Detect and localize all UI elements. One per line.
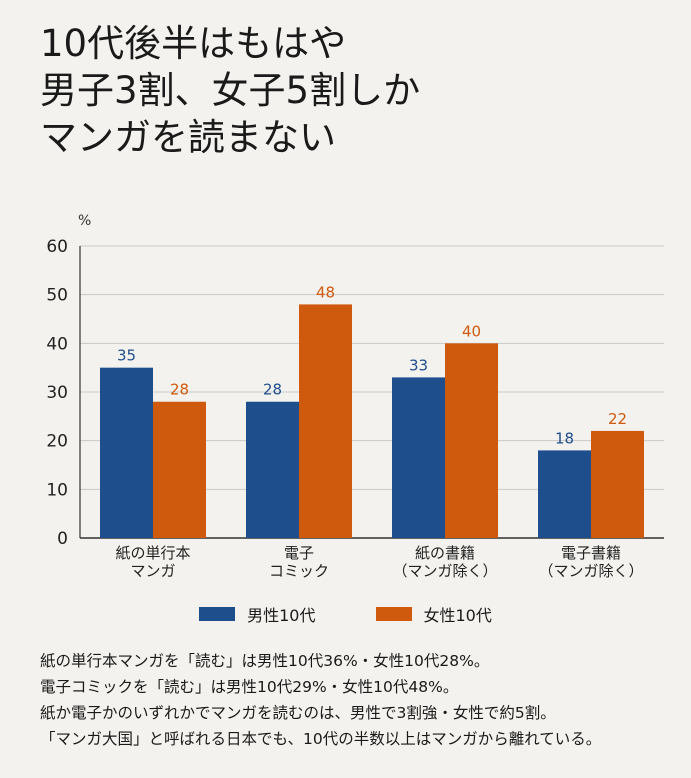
y-tick-label-20: 20 bbox=[46, 432, 68, 452]
data-label-male-2: 33 bbox=[409, 356, 428, 374]
x-tick-label-1-1: コミック bbox=[269, 562, 329, 580]
data-label-male-0: 35 bbox=[117, 347, 136, 365]
bar-male-0 bbox=[100, 367, 153, 538]
bar-male-2 bbox=[392, 377, 445, 538]
note-line-2: 電子コミックを「読む」は男性10代29%・女性10代48%。 bbox=[40, 678, 459, 696]
legend-item-female: 女性10代 bbox=[375, 602, 492, 626]
x-tick-label-3-1: （マンガ除く） bbox=[538, 562, 643, 580]
data-label-female-0: 28 bbox=[170, 381, 189, 399]
y-tick-label-30: 30 bbox=[46, 383, 68, 403]
legend-swatch-male bbox=[199, 607, 236, 621]
note-line-1: 紙の単行本マンガを「読む」は男性10代36%・女性10代28%。 bbox=[40, 652, 490, 670]
note-line-4: 「マンガ大国」と呼ばれる日本でも、10代の半数以上はマンガから離れている。 bbox=[40, 730, 602, 748]
y-tick-label-0: 0 bbox=[57, 529, 68, 549]
data-label-male-3: 18 bbox=[555, 429, 574, 447]
bar-female-3 bbox=[591, 430, 644, 538]
bar-female-0 bbox=[153, 401, 206, 538]
x-tick-label-0-0: 紙の単行本 bbox=[115, 544, 190, 562]
data-label-female-1: 48 bbox=[316, 283, 335, 301]
notes: 紙の単行本マンガを「読む」は男性10代36%・女性10代28%。 電子コミックを… bbox=[40, 648, 601, 752]
x-tick-label-2-1: （マンガ除く） bbox=[392, 562, 497, 580]
y-tick-label-10: 10 bbox=[46, 480, 68, 500]
x-tick-label-0-1: マンガ bbox=[130, 562, 175, 580]
y-tick-label-40: 40 bbox=[46, 334, 68, 354]
data-label-female-3: 22 bbox=[608, 410, 627, 428]
title-line-1: 10代後半はもはや bbox=[40, 22, 347, 65]
x-tick-label-3-0: 電子書籍 bbox=[561, 544, 621, 562]
bar-chart: % 0 10 20 30 40 50 60 35 28 紙の単行本マンガ 28 48 電子コミック 33 40… bbox=[46, 213, 664, 580]
legend: 男性10代 女性10代 bbox=[0, 602, 691, 626]
bar-female-1 bbox=[299, 304, 352, 538]
x-tick-label-1-0: 電子 bbox=[284, 544, 314, 562]
y-tick-label-50: 50 bbox=[46, 286, 68, 306]
legend-label-male: 男性10代 bbox=[247, 606, 316, 625]
bar-male-1 bbox=[246, 401, 299, 538]
title-line-2: 男子3割、女子5割しか bbox=[40, 69, 421, 112]
legend-label-female: 女性10代 bbox=[423, 606, 492, 625]
chart-title: 10代後半はもはや 男子3割、女子5割しか マンガを読まない bbox=[40, 20, 420, 161]
legend-item-male: 男性10代 bbox=[199, 602, 316, 626]
legend-swatch-female bbox=[375, 607, 412, 621]
y-unit-label: % bbox=[78, 213, 91, 229]
bar-female-2 bbox=[445, 343, 498, 538]
x-tick-label-2-0: 紙の書籍 bbox=[415, 544, 475, 562]
data-label-female-2: 40 bbox=[462, 322, 481, 340]
bar-male-3 bbox=[538, 450, 591, 538]
y-tick-label-60: 60 bbox=[46, 237, 68, 257]
note-line-3: 紙か電子かのいずれかでマンガを読むのは、男性で3割強・女性で約5割。 bbox=[40, 704, 556, 722]
data-label-male-1: 28 bbox=[263, 381, 282, 399]
title-line-3: マンガを読まない bbox=[40, 116, 336, 159]
